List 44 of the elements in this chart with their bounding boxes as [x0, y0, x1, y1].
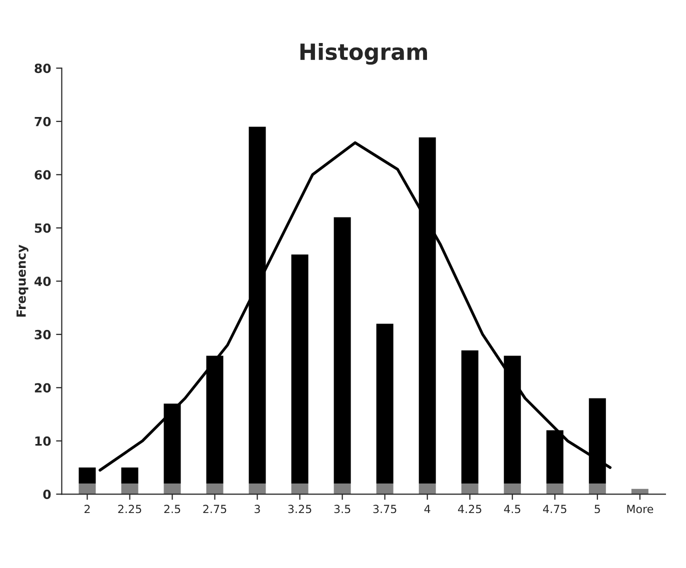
x-tick-label: 5 [594, 504, 600, 514]
y-tick-label: 60 [34, 170, 51, 180]
bar [418, 484, 436, 494]
bar [546, 484, 564, 494]
bar [334, 217, 351, 484]
bar [78, 468, 96, 484]
bar [291, 484, 308, 494]
x-tick-label: 3.25 [288, 504, 312, 514]
bar [588, 484, 606, 494]
bar [461, 484, 478, 494]
x-tick-label: 2.5 [164, 504, 180, 514]
bar [121, 468, 138, 484]
x-tick-label: 2.75 [203, 504, 226, 514]
bar [164, 484, 181, 494]
y-tick-label: 30 [34, 330, 51, 340]
y-tick-label: 80 [34, 64, 51, 74]
x-tick-label: 4.5 [504, 504, 520, 514]
bar [206, 484, 224, 494]
x-tick-label: 4.25 [458, 504, 482, 514]
y-axis-title: Frequency [16, 244, 28, 317]
y-tick-label: 10 [35, 436, 51, 446]
bar [248, 484, 266, 494]
x-tick-label: 2 [84, 504, 90, 514]
x-tick-label: 2.25 [118, 504, 142, 514]
y-tick-label: 0 [43, 490, 51, 500]
x-tick-label: 4 [424, 504, 430, 514]
x-tick-label: 3 [254, 504, 260, 514]
bar [291, 254, 308, 484]
x-tick-label: 4.75 [543, 504, 566, 514]
y-tick-label: 70 [34, 116, 51, 126]
x-tick-label: More [627, 504, 654, 514]
bar [78, 484, 96, 494]
bar [121, 484, 138, 494]
chart-title: Histogram [300, 42, 427, 65]
y-tick-label: 40 [34, 276, 51, 286]
x-tick-label: 3.75 [373, 504, 396, 514]
y-tick-label: 20 [34, 383, 51, 393]
bar [504, 484, 521, 494]
x-tick-label: 3.5 [334, 504, 350, 514]
bar [334, 484, 351, 494]
bar [376, 484, 394, 494]
y-tick-label: 50 [34, 223, 51, 233]
bar [461, 350, 478, 484]
bar [376, 324, 394, 484]
